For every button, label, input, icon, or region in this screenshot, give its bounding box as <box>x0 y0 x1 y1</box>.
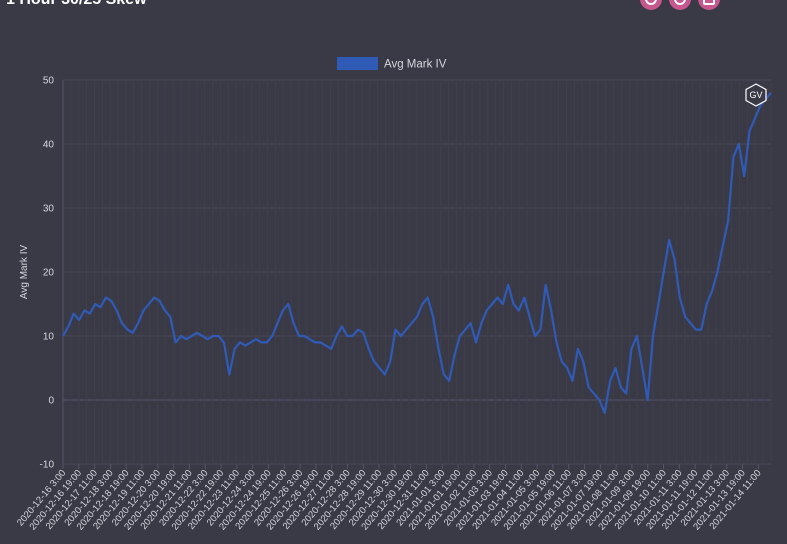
legend: Avg Mark IV <box>337 57 447 71</box>
y-axis-label: Avg Mark IV <box>19 245 30 300</box>
y-tick-label: 10 <box>43 332 55 343</box>
camera-icon[interactable] <box>640 0 662 10</box>
y-tick-label: 20 <box>43 268 55 279</box>
legend-swatch[interactable] <box>337 57 378 70</box>
watermark-logo <box>745 83 767 107</box>
chart-toolbar <box>640 0 720 10</box>
y-tick-label: 30 <box>43 204 55 215</box>
y-axis: 50 40 30 20 10 0 -10 <box>40 76 55 471</box>
y-tick-label: 50 <box>43 76 55 87</box>
y-tick-label: -10 <box>40 460 55 471</box>
y-tick-label: 40 <box>43 140 55 151</box>
series-layer <box>62 92 772 414</box>
download-icon[interactable] <box>698 0 720 10</box>
watermark-text: GV <box>749 90 763 100</box>
refresh-icon[interactable] <box>669 0 691 10</box>
chart-grid <box>62 79 772 465</box>
series-line <box>62 92 772 414</box>
legend-label[interactable]: Avg Mark IV <box>384 59 447 71</box>
chart-title: 1 Hour 30/25 Skew <box>6 0 147 9</box>
y-tick-label: 0 <box>48 396 54 407</box>
